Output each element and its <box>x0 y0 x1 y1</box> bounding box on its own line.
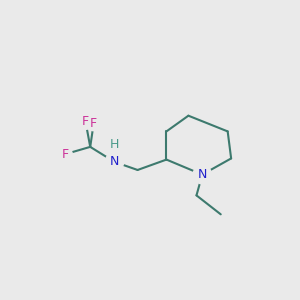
Circle shape <box>78 115 93 129</box>
Circle shape <box>57 147 72 162</box>
Text: F: F <box>61 148 68 161</box>
Circle shape <box>86 116 101 131</box>
Text: N: N <box>198 168 207 181</box>
Text: N: N <box>110 155 119 168</box>
Text: F: F <box>90 117 97 130</box>
Circle shape <box>105 153 124 171</box>
Text: H: H <box>110 139 119 152</box>
Circle shape <box>193 165 212 184</box>
Text: F: F <box>82 116 89 128</box>
